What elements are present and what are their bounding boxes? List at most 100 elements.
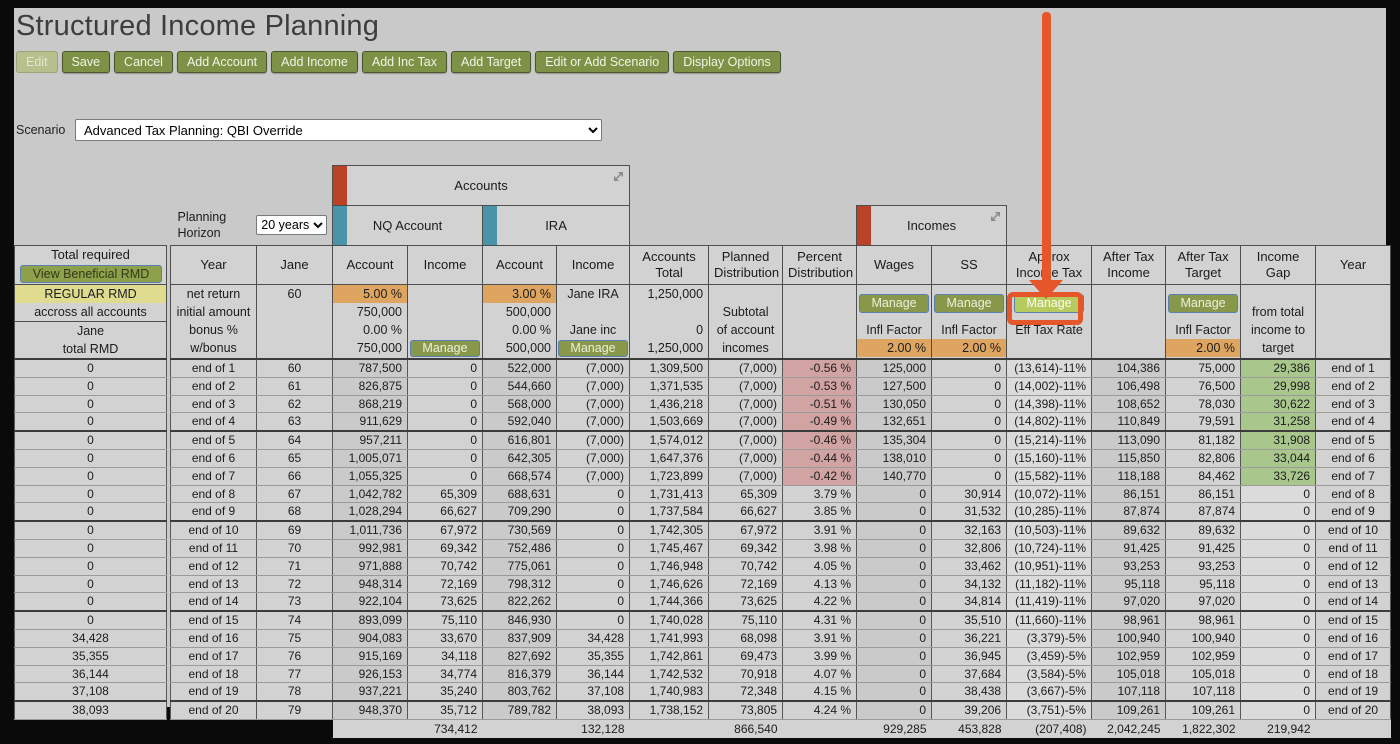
- planning-horizon-select[interactable]: 20 years: [256, 215, 327, 236]
- cancel-button[interactable]: Cancel: [114, 51, 173, 73]
- view-beneficial-rmd-button[interactable]: View Beneficial RMD: [20, 265, 162, 284]
- add-inc-tax-button[interactable]: Add Inc Tax: [361, 51, 447, 73]
- cell-ira-income: 0: [555, 556, 631, 576]
- nq-wbonus: 750,000: [356, 341, 402, 355]
- cell-ss: 0: [931, 430, 1008, 450]
- nq-account-setup: 5.00 % 750,000 0.00 % 750,000: [332, 284, 408, 360]
- cell-ira-account: 616,801: [482, 430, 557, 450]
- cell-jane-age: 71: [256, 556, 333, 576]
- cell-ss: 0: [931, 448, 1008, 468]
- cell-jane-age: 60: [256, 358, 333, 378]
- income-tax-manage-button[interactable]: Manage: [1014, 293, 1084, 313]
- total-approx-income-tax: (207,408): [1006, 719, 1092, 744]
- cell-rmd-total: 0: [14, 502, 167, 523]
- cell-ira-income: (7,000): [555, 430, 631, 450]
- cell-ss: 32,806: [931, 538, 1008, 558]
- nq-income-manage-button[interactable]: Manage: [410, 340, 480, 357]
- cell-year-right: end of 7: [1315, 466, 1392, 486]
- ira-net-return-field[interactable]: 3.00 %: [483, 285, 556, 303]
- target-manage-button[interactable]: Manage: [1168, 293, 1238, 313]
- cell-jane-age: 66: [256, 466, 333, 486]
- cell-accounts-total: 1,309,500: [629, 358, 710, 378]
- add-income-button[interactable]: Add Income: [271, 51, 358, 73]
- cell-year-right: end of 20: [1315, 700, 1392, 720]
- cell-nq-income: 0: [407, 466, 483, 486]
- cell-rmd-total: 0: [14, 484, 167, 504]
- cell-after-tax-target: 102,959: [1165, 646, 1242, 666]
- table-row: 0 end of 7 66 1,055,325 0 668,574 (7,000…: [14, 466, 1392, 486]
- cell-wages: 0: [856, 520, 933, 540]
- cell-income-gap: 0: [1240, 664, 1317, 684]
- cell-year: end of 13: [170, 574, 257, 594]
- display-options-button[interactable]: Display Options: [673, 51, 781, 73]
- cell-planned-distribution: 75,110: [708, 610, 784, 630]
- cell-ira-account: 568,000: [482, 394, 557, 414]
- cell-wages: 0: [856, 628, 933, 648]
- cell-ira-income: 37,108: [555, 682, 631, 703]
- cell-rmd-total: 38,093: [14, 700, 167, 720]
- cell-after-tax-income: 113,090: [1091, 430, 1167, 450]
- cell-rmd-total: 0: [14, 448, 167, 468]
- add-account-button[interactable]: Add Account: [176, 51, 268, 73]
- ira-income-manage-button[interactable]: Manage: [558, 340, 628, 357]
- cell-ss: 31,532: [931, 502, 1008, 523]
- cell-ira-account: 668,574: [482, 466, 557, 486]
- cell-nq-account: 971,888: [332, 556, 408, 576]
- cell-year-right: end of 15: [1315, 610, 1392, 630]
- cell-year: end of 9: [170, 502, 257, 523]
- cell-ira-account: 846,930: [482, 610, 557, 630]
- cell-after-tax-target: 75,000: [1165, 358, 1242, 378]
- cell-nq-income: 0: [407, 430, 483, 450]
- cell-approx-income-tax: (15,214)-11%: [1006, 430, 1093, 450]
- total-required-label: Total required: [51, 246, 130, 262]
- ira-account-setup: 3.00 % 500,000 0.00 % 500,000: [482, 284, 557, 360]
- cell-year-right: end of 16: [1315, 628, 1392, 648]
- wages-manage-button[interactable]: Manage: [859, 293, 929, 313]
- cell-wages: 0: [856, 682, 933, 703]
- column-header-jane: Jane: [256, 245, 333, 285]
- cell-wages: 0: [856, 502, 933, 523]
- edit-or-add-scenario-button[interactable]: Edit or Add Scenario: [535, 51, 670, 73]
- total-rmd-label: total RMD: [62, 342, 119, 356]
- scenario-select[interactable]: Advanced Tax Planning: QBI Override: [75, 119, 602, 141]
- cell-jane-age: 67: [256, 484, 333, 504]
- total-nq-account: [332, 719, 408, 744]
- table-row: 0 end of 10 69 1,011,736 67,972 730,569 …: [14, 520, 1392, 540]
- save-button[interactable]: Save: [61, 51, 111, 73]
- cell-wages: 132,651: [856, 412, 933, 433]
- wages-infl-rate-field[interactable]: 2.00 %: [857, 339, 931, 357]
- cell-approx-income-tax: (15,582)-11%: [1006, 466, 1093, 486]
- cell-after-tax-target: 91,425: [1165, 538, 1242, 558]
- collapse-icon[interactable]: [611, 169, 626, 184]
- cell-ira-income: (7,000): [555, 448, 631, 468]
- cell-planned-distribution: (7,000): [708, 358, 784, 378]
- collapse-icon[interactable]: [988, 209, 1003, 224]
- cell-ira-account: 709,290: [482, 502, 557, 523]
- cell-percent-distribution: 3.98 %: [782, 538, 858, 558]
- edit-button[interactable]: Edit: [16, 51, 58, 73]
- ss-manage-button[interactable]: Manage: [934, 293, 1004, 313]
- cell-planned-distribution: (7,000): [708, 376, 784, 396]
- cell-percent-distribution: 3.85 %: [782, 502, 858, 523]
- ira-bonus: 0.00 %: [512, 323, 551, 337]
- cell-nq-income: 67,972: [407, 520, 483, 540]
- scenario-row: Scenario Advanced Tax Planning: QBI Over…: [16, 119, 602, 141]
- cell-approx-income-tax: (3,584)-5%: [1006, 664, 1093, 684]
- cell-percent-distribution: 4.22 %: [782, 592, 858, 613]
- add-target-button[interactable]: Add Target: [450, 51, 532, 73]
- cell-income-gap: 0: [1240, 538, 1317, 558]
- planning-table: Accounts Planning Horizon 20 years: [14, 165, 1392, 744]
- accounts-total-incomes: 0: [696, 323, 704, 337]
- cell-rmd-total: 0: [14, 466, 167, 486]
- table-row: 0 end of 6 65 1,005,071 0 642,305 (7,000…: [14, 448, 1392, 468]
- cell-jane-age: 74: [256, 610, 333, 630]
- cell-year: end of 16: [170, 628, 257, 648]
- cell-planned-distribution: 65,309: [708, 484, 784, 504]
- cell-percent-distribution: 4.07 %: [782, 664, 858, 684]
- cell-jane-age: 68: [256, 502, 333, 523]
- cell-income-gap: 0: [1240, 682, 1317, 703]
- nq-net-return-field[interactable]: 5.00 %: [333, 285, 407, 303]
- target-infl-rate-field[interactable]: 2.00 %: [1166, 339, 1240, 357]
- ss-infl-rate-field[interactable]: 2.00 %: [932, 339, 1006, 357]
- cell-nq-income: 65,309: [407, 484, 483, 504]
